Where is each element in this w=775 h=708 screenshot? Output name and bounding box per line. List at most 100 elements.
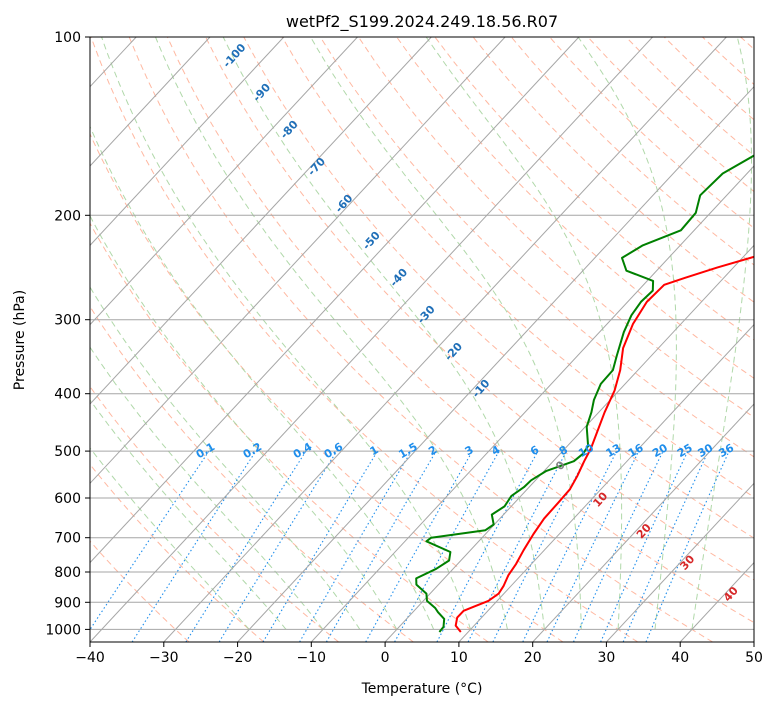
mixing-ratio-line — [572, 450, 664, 642]
dry-adiabat-line — [740, 37, 754, 50]
mixing-ratio-label: 20 — [650, 441, 670, 460]
isotherm-label: 10 — [590, 489, 610, 509]
dry-adiabat-line — [243, 37, 754, 539]
isotherm-label: -60 — [333, 192, 356, 216]
x-tick-label: −10 — [297, 650, 327, 666]
y-tick-label: 700 — [54, 531, 81, 547]
mixing-ratio-label: 30 — [695, 441, 715, 460]
moist-adiabat-line — [90, 125, 435, 630]
dry-adiabat-line — [510, 37, 754, 266]
y-tick-label: 1000 — [45, 622, 81, 638]
dry-adiabat-line — [472, 37, 754, 303]
x-tick-label: 40 — [671, 650, 689, 666]
isotherm-label: 30 — [677, 552, 697, 572]
mixing-ratio-line — [522, 450, 618, 642]
dry-adiabat-line — [90, 463, 265, 642]
mixing-ratio-label: 0.4 — [291, 440, 315, 461]
x-tick-label: 50 — [745, 650, 763, 666]
x-tick-label: 10 — [450, 650, 468, 666]
mixing-ratio-line — [218, 450, 338, 642]
isotherm-line — [90, 37, 285, 247]
mixing-ratio-line — [185, 450, 307, 642]
moist-adiabat-line — [90, 214, 398, 630]
isotherm-line — [532, 403, 754, 642]
y-tick-label: 500 — [54, 444, 81, 460]
mixing-ratio-label: 1.5 — [396, 440, 419, 461]
y-tick-label: 800 — [54, 565, 81, 581]
isotherm-line — [753, 641, 754, 642]
isotherm-label: -30 — [415, 303, 438, 327]
x-axis-title: Temperature (°C) — [361, 681, 483, 697]
isotherm-label: -70 — [305, 155, 328, 179]
dewpoint-profile-line — [415, 154, 754, 633]
dry-adiabat-line — [549, 37, 754, 229]
isotherm-line — [458, 323, 754, 642]
mixing-ratio-label: 4 — [489, 443, 502, 458]
y-tick-label: 300 — [54, 313, 81, 329]
dry-adiabat-line — [90, 132, 564, 642]
dry-adiabat-line — [281, 37, 754, 498]
mixing-ratio-label: 6 — [528, 443, 541, 458]
dry-adiabat-line — [90, 37, 639, 642]
mixing-ratio-line — [645, 450, 730, 642]
y-tick-label: 900 — [54, 595, 81, 611]
dry-adiabat-line — [358, 37, 754, 418]
isotherm-line — [679, 561, 754, 642]
isotherm-line — [384, 244, 754, 642]
isotherm-line — [310, 165, 754, 642]
mixing-ratio-label: 0.1 — [194, 440, 217, 461]
isotherm-line — [90, 37, 653, 642]
dry-adiabat-line — [396, 37, 754, 379]
grid-layer — [0, 37, 754, 642]
x-tick-label: −40 — [75, 650, 105, 666]
isotherm-line — [90, 37, 358, 326]
mixing-ratio-label: 25 — [675, 441, 695, 460]
moist-adiabat-line — [310, 37, 582, 630]
mixing-ratio-line — [600, 450, 689, 642]
dry-adiabat-line — [90, 222, 489, 642]
isotherm-label: -100 — [220, 41, 248, 70]
moist-adiabat-line — [691, 37, 752, 630]
isotherm-label: -20 — [442, 340, 465, 364]
mixing-ratio-line — [262, 450, 378, 642]
dry-adiabat-line — [587, 37, 754, 193]
isotherm-line — [90, 37, 580, 564]
x-tick-label: 20 — [524, 650, 542, 666]
mixing-ratio-line — [394, 450, 500, 642]
moist-adiabat-line — [425, 37, 623, 630]
mixing-ratio-line — [299, 450, 412, 642]
isotherm-line — [90, 37, 211, 167]
series-layer — [415, 154, 754, 633]
overlay-lines-layer — [90, 37, 754, 642]
y-tick-label: 400 — [54, 387, 81, 403]
moist-adiabat-line — [90, 346, 324, 630]
x-tick-label: 0 — [381, 650, 390, 666]
isotherm-line — [90, 37, 506, 485]
moist-adiabat-line — [577, 37, 677, 630]
x-tick-label: −30 — [149, 650, 179, 666]
y-tick-label: 100 — [54, 30, 81, 46]
isotherm-line — [163, 37, 727, 642]
dry-adiabat-line — [663, 37, 754, 121]
isotherm-line — [90, 37, 432, 405]
moist-adiabat-line — [90, 286, 361, 630]
x-tick-label: 30 — [597, 650, 615, 666]
temperature-profile-line — [454, 255, 754, 633]
mixing-ratio-line — [90, 450, 210, 631]
dry-adiabat-line — [625, 37, 754, 157]
isotherm-label: 40 — [721, 584, 741, 604]
mixing-ratio-line — [622, 450, 709, 642]
isotherm-line — [0, 37, 62, 642]
moist-adiabat-line — [222, 37, 545, 630]
chart-title: wetPf2_S199.2024.249.18.56.R07 — [286, 12, 558, 32]
mixing-ratio-line — [365, 450, 473, 642]
mixing-ratio-label: 0.6 — [322, 440, 346, 461]
isotherm-line — [237, 85, 754, 642]
mixing-ratio-line — [492, 450, 590, 642]
moist-adiabat-line — [90, 447, 250, 630]
y-tick-label: 200 — [54, 208, 81, 224]
y-tick-label: 600 — [54, 491, 81, 507]
moist-adiabat-line — [155, 37, 508, 630]
dry-adiabat-line — [166, 37, 754, 624]
